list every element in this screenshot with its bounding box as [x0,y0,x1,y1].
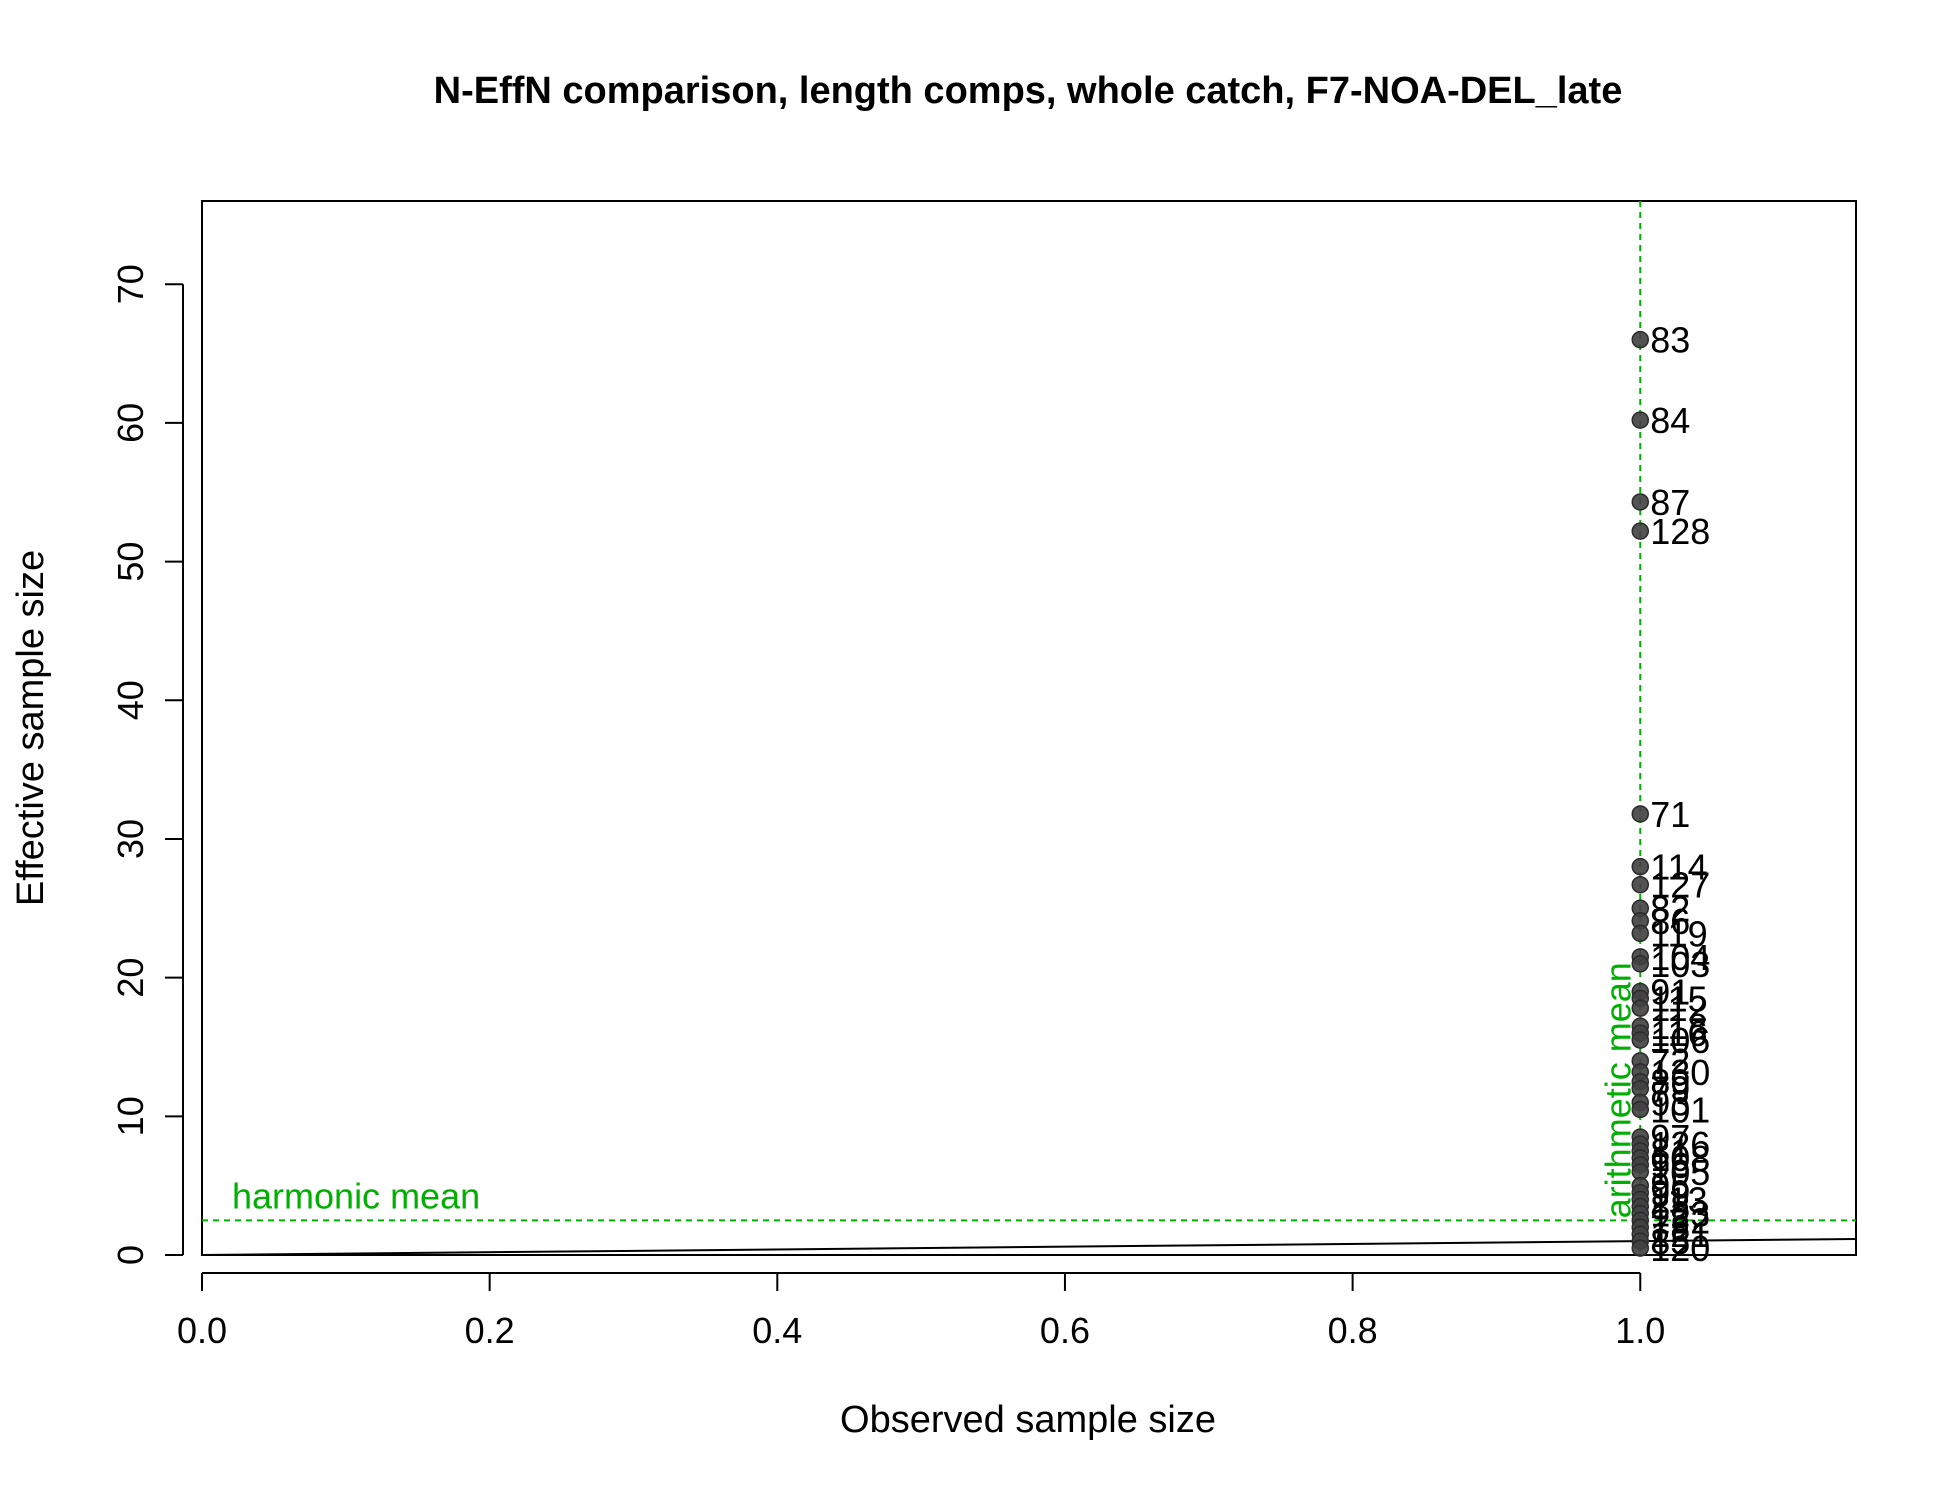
harmonic-mean-label: harmonic mean [232,1175,480,1216]
data-point [1631,805,1650,823]
y-tick-label: 0 [110,1245,151,1265]
point-label: 82 [1650,888,1690,929]
point-label: 99 [1650,1173,1690,1214]
point-label: 128 [1650,511,1710,552]
chart-title: N-EffN comparison, length comps, whole c… [434,70,1623,112]
arithmetic-mean-label: arithmetic mean [1597,962,1638,1218]
point-label: 116 [1650,1013,1707,1054]
point-label: 78 [1650,1207,1690,1248]
point-label: 96 [1650,1145,1690,1186]
data-point [1631,1239,1650,1257]
point-label: 86 [1650,901,1690,942]
point-label: 93 [1650,1082,1690,1123]
point-label: 112 [1650,988,1707,1029]
point-label: 130 [1650,1052,1710,1093]
point-label: 91 [1650,972,1690,1013]
data-point [1631,875,1650,894]
data-point [1631,955,1650,973]
point-label: 120 [1650,1228,1710,1269]
data-point [1631,330,1650,349]
point-label: 103 [1650,944,1710,985]
point-label: 89 [1650,1062,1690,1103]
plot-area: 0.0 0.2 0.4 0.6 0.8 1.0 0 10 20 30 40 50 60 70 harmoni… [110,200,1857,1351]
point-label: 85 [1650,1221,1690,1262]
point-label: 79 [1650,1069,1690,1110]
point-label: 81 [1650,1131,1690,1172]
point-label: 114 [1650,847,1707,888]
y-tick-label: 70 [110,264,151,304]
data-point [1631,411,1650,429]
point-label: 126 [1650,1124,1710,1165]
x-tick-label: 0.2 [465,1310,515,1351]
identity-line [201,1238,1857,1256]
y-tick-label: 30 [110,819,151,859]
x-axis-label: Observed sample size [840,1399,1216,1441]
y-tick-label: 50 [110,542,151,582]
y-tick-label: 60 [110,403,151,443]
data-point [1631,1100,1650,1119]
point-label: 119 [1650,913,1707,954]
point-label: 95 [1650,1166,1690,1207]
point-label: 88 [1650,1186,1690,1227]
x-tick-label: 0.8 [1328,1310,1378,1351]
point-label: 83 [1650,320,1690,361]
data-point [1631,1031,1650,1049]
data-point [1631,493,1650,511]
x-tick-label: 0.0 [177,1310,227,1351]
point-label: 84 [1650,400,1690,441]
y-tick-label: 10 [110,1096,151,1136]
point-label: 104 [1650,937,1710,978]
point-label: 105 [1650,1152,1710,1193]
point-label: 87 [1650,482,1690,523]
point-label: 123 [1650,1193,1710,1234]
x-tick-label: 0.4 [752,1310,802,1351]
point-label: 71 [1650,794,1690,835]
data-point [1631,924,1650,943]
point-label: 122 [1650,1200,1710,1241]
point-label: 121 [1650,1214,1710,1255]
y-axis-label: Effective sample size [10,550,52,906]
point-label: 127 [1650,865,1710,906]
point-label: 106 [1650,1020,1710,1061]
point-label: 101 [1650,1089,1710,1130]
x-tick-label: 1.0 [1615,1310,1665,1351]
data-point [1631,999,1650,1017]
data-point [1631,522,1650,540]
point-label: 115 [1650,978,1707,1019]
y-tick-label: 40 [110,680,151,720]
point-label: 108 [1650,1138,1710,1179]
point-label: 113 [1650,1180,1707,1221]
point-label: 72 [1650,1041,1690,1082]
data-point [1631,857,1650,876]
point-label: 97 [1650,1117,1690,1158]
point-label: 118 [1650,1006,1707,1047]
y-tick-label: 20 [110,958,151,998]
x-tick-label: 0.6 [1040,1310,1090,1351]
